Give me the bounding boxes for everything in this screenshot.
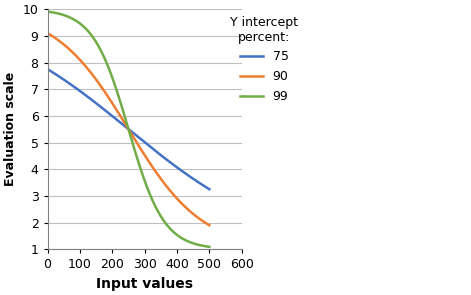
99 bbox=[206, 245, 212, 249]
75 bbox=[172, 164, 178, 168]
Legend: 75, 90, 99: 75, 90, 99 bbox=[226, 11, 303, 108]
99 bbox=[53, 11, 59, 15]
99 bbox=[172, 232, 178, 235]
90 bbox=[53, 37, 59, 40]
75 bbox=[119, 122, 125, 126]
99 bbox=[123, 120, 129, 123]
75 bbox=[53, 73, 59, 76]
Line: 75: 75 bbox=[48, 69, 209, 189]
90 bbox=[202, 221, 208, 224]
X-axis label: Input values: Input values bbox=[96, 277, 193, 291]
Line: 99: 99 bbox=[48, 12, 209, 247]
99 bbox=[202, 244, 207, 248]
75 bbox=[202, 185, 208, 188]
75 bbox=[202, 184, 207, 188]
90 bbox=[206, 224, 212, 227]
75 bbox=[206, 187, 212, 191]
90 bbox=[202, 221, 207, 224]
75 bbox=[123, 126, 129, 129]
90 bbox=[172, 194, 178, 198]
99 bbox=[45, 10, 50, 13]
Line: 90: 90 bbox=[48, 33, 209, 225]
90 bbox=[123, 124, 129, 127]
Y-axis label: Evaluation scale: Evaluation scale bbox=[4, 72, 17, 186]
99 bbox=[202, 244, 208, 248]
90 bbox=[119, 117, 125, 120]
99 bbox=[119, 106, 125, 109]
90 bbox=[45, 31, 50, 35]
75 bbox=[45, 68, 50, 71]
